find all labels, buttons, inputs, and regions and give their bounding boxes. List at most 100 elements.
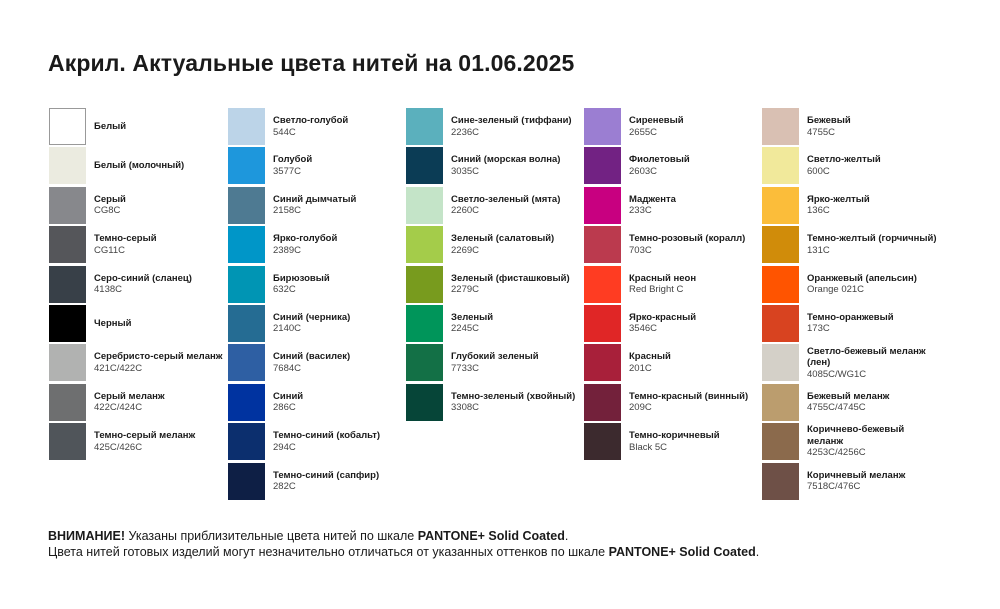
color-item: Темно-розовый (коралл) 703C	[584, 226, 762, 265]
color-name: Сиреневый	[629, 115, 684, 126]
color-swatch	[228, 383, 265, 421]
color-item: Ярко-красный 3546C	[584, 304, 762, 344]
color-name: Темно-оранжевый	[807, 311, 894, 323]
color-swatch	[584, 423, 621, 461]
pantone-code: 600C	[807, 165, 830, 177]
color-name: Темно-красный (винный)	[629, 390, 749, 402]
pantone-scale: PANTONE+ Solid Coated	[608, 545, 756, 559]
color-swatch	[49, 226, 86, 264]
color-item: Сиреневый 2655C	[584, 108, 762, 147]
color-item: Зеленый 2245C	[406, 304, 584, 344]
footer-line-1: ВНИМАНИЕ! Указаны приблизительные цвета …	[48, 528, 759, 544]
color-label: Коричневый меланж 7518C/476C	[807, 463, 942, 500]
color-label: Белый (молочный)	[94, 147, 229, 184]
color-item: Синий дымчатый 2158C	[228, 186, 406, 226]
color-name: Светло-желтый	[807, 154, 881, 166]
color-name: Зеленый (фисташковый)	[451, 272, 570, 284]
color-label: Бирюзовый 632C	[273, 266, 408, 303]
color-item: Черный	[49, 304, 227, 344]
color-name: Светло-голубой	[273, 115, 349, 126]
color-swatch	[228, 344, 265, 382]
color-swatch	[584, 383, 621, 421]
color-swatch	[228, 304, 265, 342]
color-item: Маджента 233C	[584, 186, 764, 226]
color-label: Сиреневый 2655C	[629, 108, 764, 145]
color-label: Красный 201C	[629, 344, 764, 381]
color-name: Сине-зеленый (тиффани)	[451, 115, 572, 126]
color-item: Красный 201C	[584, 344, 762, 383]
pantone-code: CG11C	[94, 244, 125, 256]
color-item: Темно-серый меланж 425C/426C	[49, 423, 227, 462]
color-label: Темно-красный (винный) 209C	[629, 384, 764, 421]
color-swatch	[584, 344, 621, 382]
footer-text: Указаны приблизительные цвета нитей по ш…	[125, 529, 418, 543]
color-swatch	[762, 423, 799, 461]
color-swatch	[228, 265, 265, 303]
color-label: Светло-зеленый (мята) 2260C	[451, 187, 586, 224]
color-name: Красный неон	[629, 272, 697, 284]
pantone-code: 425C/426C	[94, 441, 143, 453]
color-item: Серебристо-серый меланж 421C/422C	[49, 344, 227, 383]
pantone-code: 421C/422C	[94, 362, 143, 374]
pantone-code: 209C	[629, 402, 652, 414]
color-item: Голубой 3577C	[228, 147, 406, 186]
color-label: Темно-розовый (коралл) 703C	[629, 226, 764, 263]
color-label: Ярко-голубой 2389C	[273, 226, 408, 263]
color-item: Светло-зеленый (мята) 2260C	[406, 186, 586, 226]
color-swatch	[49, 383, 86, 421]
color-label: Маджента 233C	[629, 187, 764, 224]
pantone-code: 4755C	[807, 126, 835, 138]
pantone-code: 2279C	[451, 284, 479, 296]
warning-label: ВНИМАНИЕ!	[48, 529, 125, 543]
color-name: Светло-бежевый меланж (лен)	[807, 345, 926, 369]
pantone-code: 2389C	[273, 244, 301, 256]
pantone-code: Black 5C	[629, 441, 668, 453]
color-label: Бежевый меланж 4755C/4745C	[807, 384, 942, 421]
color-swatch	[406, 147, 443, 185]
pantone-code: 3035C	[451, 165, 479, 177]
color-swatch	[49, 423, 86, 461]
color-name: Синий	[273, 390, 304, 402]
color-item: Бежевый 4755C	[762, 108, 940, 147]
pantone-code: Orange 021C	[807, 284, 865, 296]
color-item: Серый CG8C	[49, 186, 227, 226]
color-item: Темно-зеленый (хвойный) 3308C	[406, 383, 584, 423]
color-label: Фиолетовый 2603C	[629, 147, 764, 184]
color-swatch	[49, 186, 86, 224]
color-item: Ярко-голубой 2389C	[228, 226, 406, 265]
color-item: Синий (василек) 7684C	[228, 344, 406, 383]
color-label: Оранжевый (апельсин) Orange 021C	[807, 266, 942, 303]
color-swatch	[762, 383, 799, 421]
pantone-code: 3577C	[273, 165, 301, 177]
color-column: Бежевый 4755C Светло-желтый 600C Ярко-желтый…	[762, 108, 940, 502]
color-item: Оранжевый (апельсин) Orange 021C	[762, 265, 942, 305]
pantone-code: 2245C	[451, 323, 479, 335]
pantone-code: Red Bright C	[629, 284, 684, 296]
pantone-code: 422C/424C	[94, 402, 143, 414]
color-name: Синий дымчатый	[273, 193, 357, 205]
pantone-code: 233C	[629, 205, 652, 217]
footer-note: ВНИМАНИЕ! Указаны приблизительные цвета …	[48, 528, 759, 560]
color-label: Серо-синий (сланец) 4138C	[94, 266, 229, 303]
pantone-code: 136C	[807, 205, 830, 217]
color-name: Темно-синий (сапфир)	[273, 469, 380, 481]
pantone-code: 2655C	[629, 126, 657, 138]
color-item: Белый	[49, 108, 227, 147]
pantone-code: 131C	[807, 244, 830, 256]
color-label: Светло-голубой 544C	[273, 108, 408, 145]
color-name: Красный	[629, 351, 671, 363]
color-swatch	[406, 226, 443, 264]
color-item: Красный неон Red Bright C	[584, 265, 762, 305]
color-item: Темно-желтый (горчичный) 131C	[762, 226, 940, 265]
footer-text: Цвета нитей готовых изделий могут незнач…	[48, 545, 609, 559]
color-label: Глубокий зеленый 7733C	[451, 344, 586, 381]
pantone-code: 286C	[273, 402, 296, 414]
color-column: Сине-зеленый (тиффани) 2236C Синий (морска…	[406, 108, 584, 423]
color-swatch	[584, 186, 621, 224]
color-label: Темно-синий (кобальт) 294C	[273, 423, 408, 460]
color-name: Ярко-голубой	[273, 233, 338, 245]
pantone-code: 201C	[629, 362, 652, 374]
pantone-code: 703C	[629, 244, 652, 256]
pantone-code: 2140C	[273, 323, 301, 335]
color-swatch	[584, 108, 621, 145]
